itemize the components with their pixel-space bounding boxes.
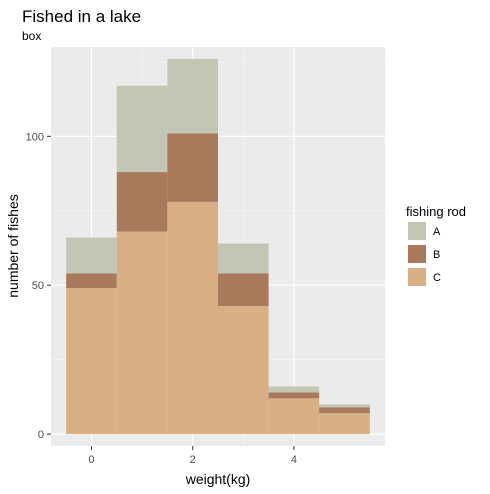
legend-label-b: B [433,249,440,261]
bar-segment-c [268,398,320,435]
bar-segment-b [116,172,168,232]
y-axis: 0 50 100 [26,131,51,441]
y-tick-label: 50 [32,280,44,292]
legend: fishing rod ABC [406,204,466,286]
y-tick-label: 100 [26,131,44,143]
legend-title: fishing rod [406,204,466,219]
bar-segment-a [319,404,370,408]
bar-segment-b [167,133,218,202]
bar-segment-a [116,85,168,173]
x-axis-title: weight(kg) [185,471,251,487]
bar-segment-c [319,413,370,435]
y-axis-title: number of fishes [5,194,21,298]
x-tick-label: 0 [88,454,94,466]
chart-title: Fished in a lake [22,7,141,26]
legend-swatch-c [408,268,426,286]
x-tick-label: 4 [291,454,297,466]
legend-swatch-a [408,222,426,240]
bar-segment-b [66,273,117,289]
bar-segment-a [218,243,269,274]
bar-segment-a [167,58,218,134]
bar-segment-b [319,407,370,414]
bar-segment-a [66,237,117,274]
bar-segment-a [268,386,320,393]
y-tick-label: 0 [38,429,44,441]
legend-swatch-b [408,245,426,263]
bar-segment-c [167,201,218,435]
chart-subtitle: box [22,29,41,43]
bar-segment-c [66,288,117,435]
x-tick-label: 2 [190,454,196,466]
legend-label-a: A [433,226,441,238]
bar-segment-c [218,306,269,435]
bars [66,58,370,435]
bar-segment-b [268,392,320,399]
bar-segment-c [116,231,168,435]
x-axis: 0 2 4 [88,446,297,466]
legend-label-c: C [433,272,441,284]
bar-segment-b [218,273,269,307]
